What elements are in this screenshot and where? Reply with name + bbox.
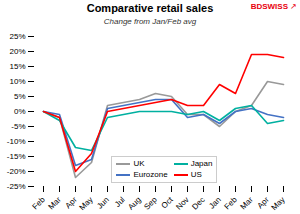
svg-text:Nov: Nov [174, 195, 190, 211]
svg-text:-10%: -10% [7, 137, 26, 146]
svg-text:-20%: -20% [7, 167, 26, 176]
svg-text:Feb: Feb [31, 195, 48, 212]
html-text:Eurozone: Eurozone [133, 170, 168, 179]
svg-text:Apr: Apr [256, 195, 271, 210]
svg-text:-25%: -25% [7, 182, 26, 191]
svg-text:Dec: Dec [190, 195, 206, 211]
svg-text:Mar: Mar [47, 195, 63, 211]
svg-text:5%: 5% [14, 92, 26, 101]
svg-text:Sep: Sep [142, 195, 159, 212]
svg-text:Jan: Jan [207, 195, 222, 210]
svg-text:May: May [270, 195, 287, 212]
html-text:Japan: Japan [190, 159, 213, 168]
svg-text:Aug: Aug [126, 195, 142, 211]
svg-text:10%: 10% [9, 77, 25, 86]
html-text:US: US [190, 170, 202, 179]
svg-text:May: May [78, 195, 95, 212]
svg-text:25%: 25% [9, 32, 25, 41]
svg-text:-15%: -15% [7, 152, 26, 161]
svg-text:0%: 0% [14, 107, 26, 116]
svg-text:Feb: Feb [223, 195, 240, 212]
svg-text:Jun: Jun [95, 195, 110, 210]
html-text:Comparative retail sales: Comparative retail sales [86, 2, 214, 14]
html-text:UK: UK [133, 159, 145, 168]
svg-text:20%: 20% [9, 47, 25, 56]
html-text:BDSWISS ↗: BDSWISS ↗ [250, 2, 297, 11]
svg-text:-5%: -5% [11, 122, 25, 131]
svg-text:Jul: Jul [113, 195, 127, 209]
svg-text:Apr: Apr [64, 195, 79, 210]
html-text:Change from Jan/Feb avg: Change from Jan/Feb avg [103, 17, 197, 26]
svg-text:15%: 15% [9, 62, 25, 71]
svg-text:Mar: Mar [239, 195, 255, 211]
svg-text:Oct: Oct [160, 195, 176, 211]
